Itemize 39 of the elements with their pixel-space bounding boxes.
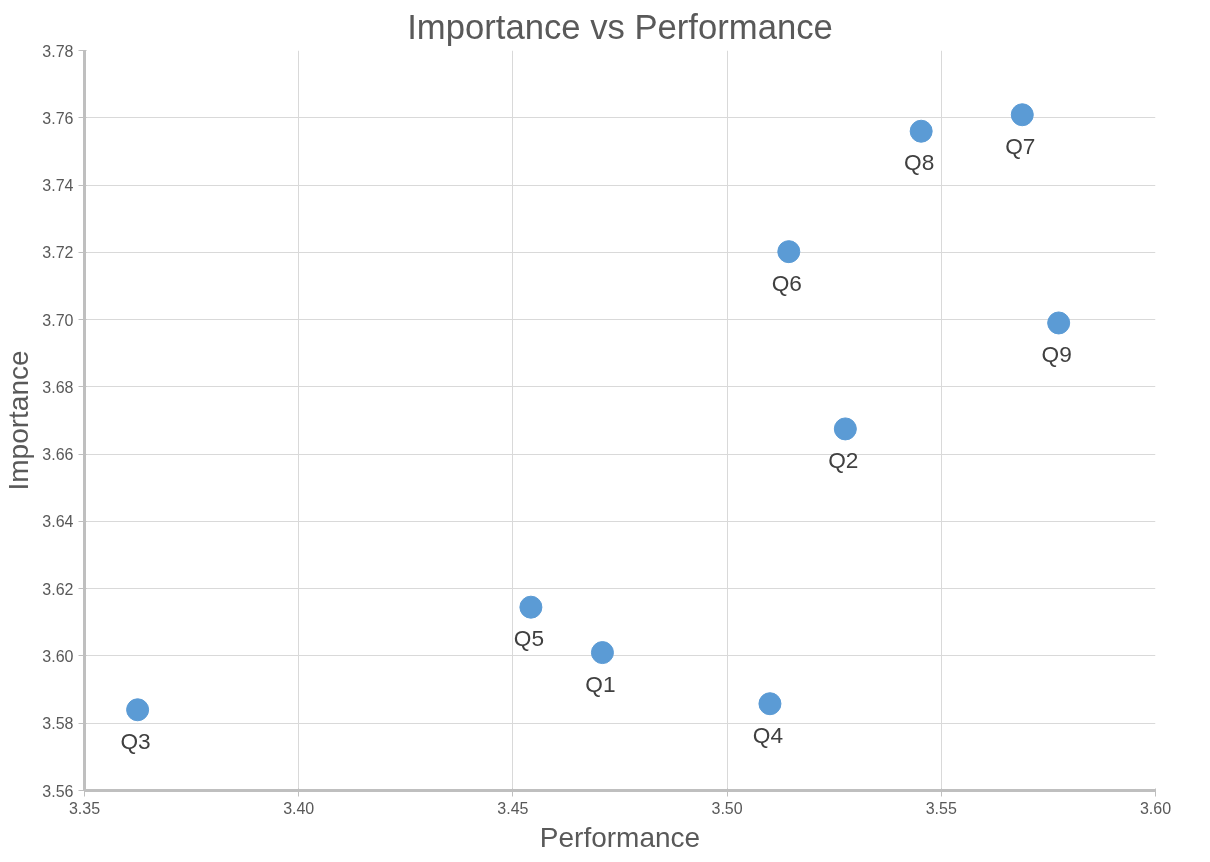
y-tick-label: 3.58 [42,715,74,733]
x-tick-label: 3.40 [283,799,315,817]
x-tick-label: 3.60 [1139,799,1172,817]
point [833,417,857,441]
annotation: Q8 [904,149,935,176]
annotation: Q2 [828,446,859,473]
annotation: Q7 [1005,132,1036,159]
point [519,595,543,619]
point [777,240,801,264]
x-tick-label: 3.50 [711,799,743,817]
y-tick-label: 3.76 [42,109,74,127]
y-tick-label: 3.74 [42,177,74,195]
annotation: Q9 [1041,340,1072,367]
point [1010,103,1034,127]
annotation: Q6 [771,269,802,296]
chart-title: Importance vs Performance [407,7,833,46]
annotation: Q5 [513,625,545,652]
y-tick-label: 3.68 [42,378,74,396]
y-tick-label: 3.70 [42,311,74,329]
point [590,641,614,665]
y-tick-label: 3.60 [42,647,74,665]
annotation: Q4 [752,721,784,748]
y-tick-label: 3.62 [42,580,74,598]
point [909,119,933,143]
point [1047,311,1071,335]
y-tick-label: 3.64 [42,513,74,531]
y-axis-title: Importance [3,350,35,491]
y-tick-label: 3.56 [42,782,74,800]
x-tick-label: 3.45 [497,799,529,817]
y-tick-label: 3.72 [42,244,74,262]
y-tick-label: 3.78 [42,42,74,60]
y-tick-label: 3.66 [42,446,74,464]
x-tick-label: 3.35 [68,799,101,817]
x-tick-label: 3.55 [925,799,957,817]
point [758,692,782,716]
annotation: Q1 [585,670,616,697]
x-axis-title: Performance [539,821,701,853]
annotation: Q3 [120,727,151,754]
point [126,698,150,722]
